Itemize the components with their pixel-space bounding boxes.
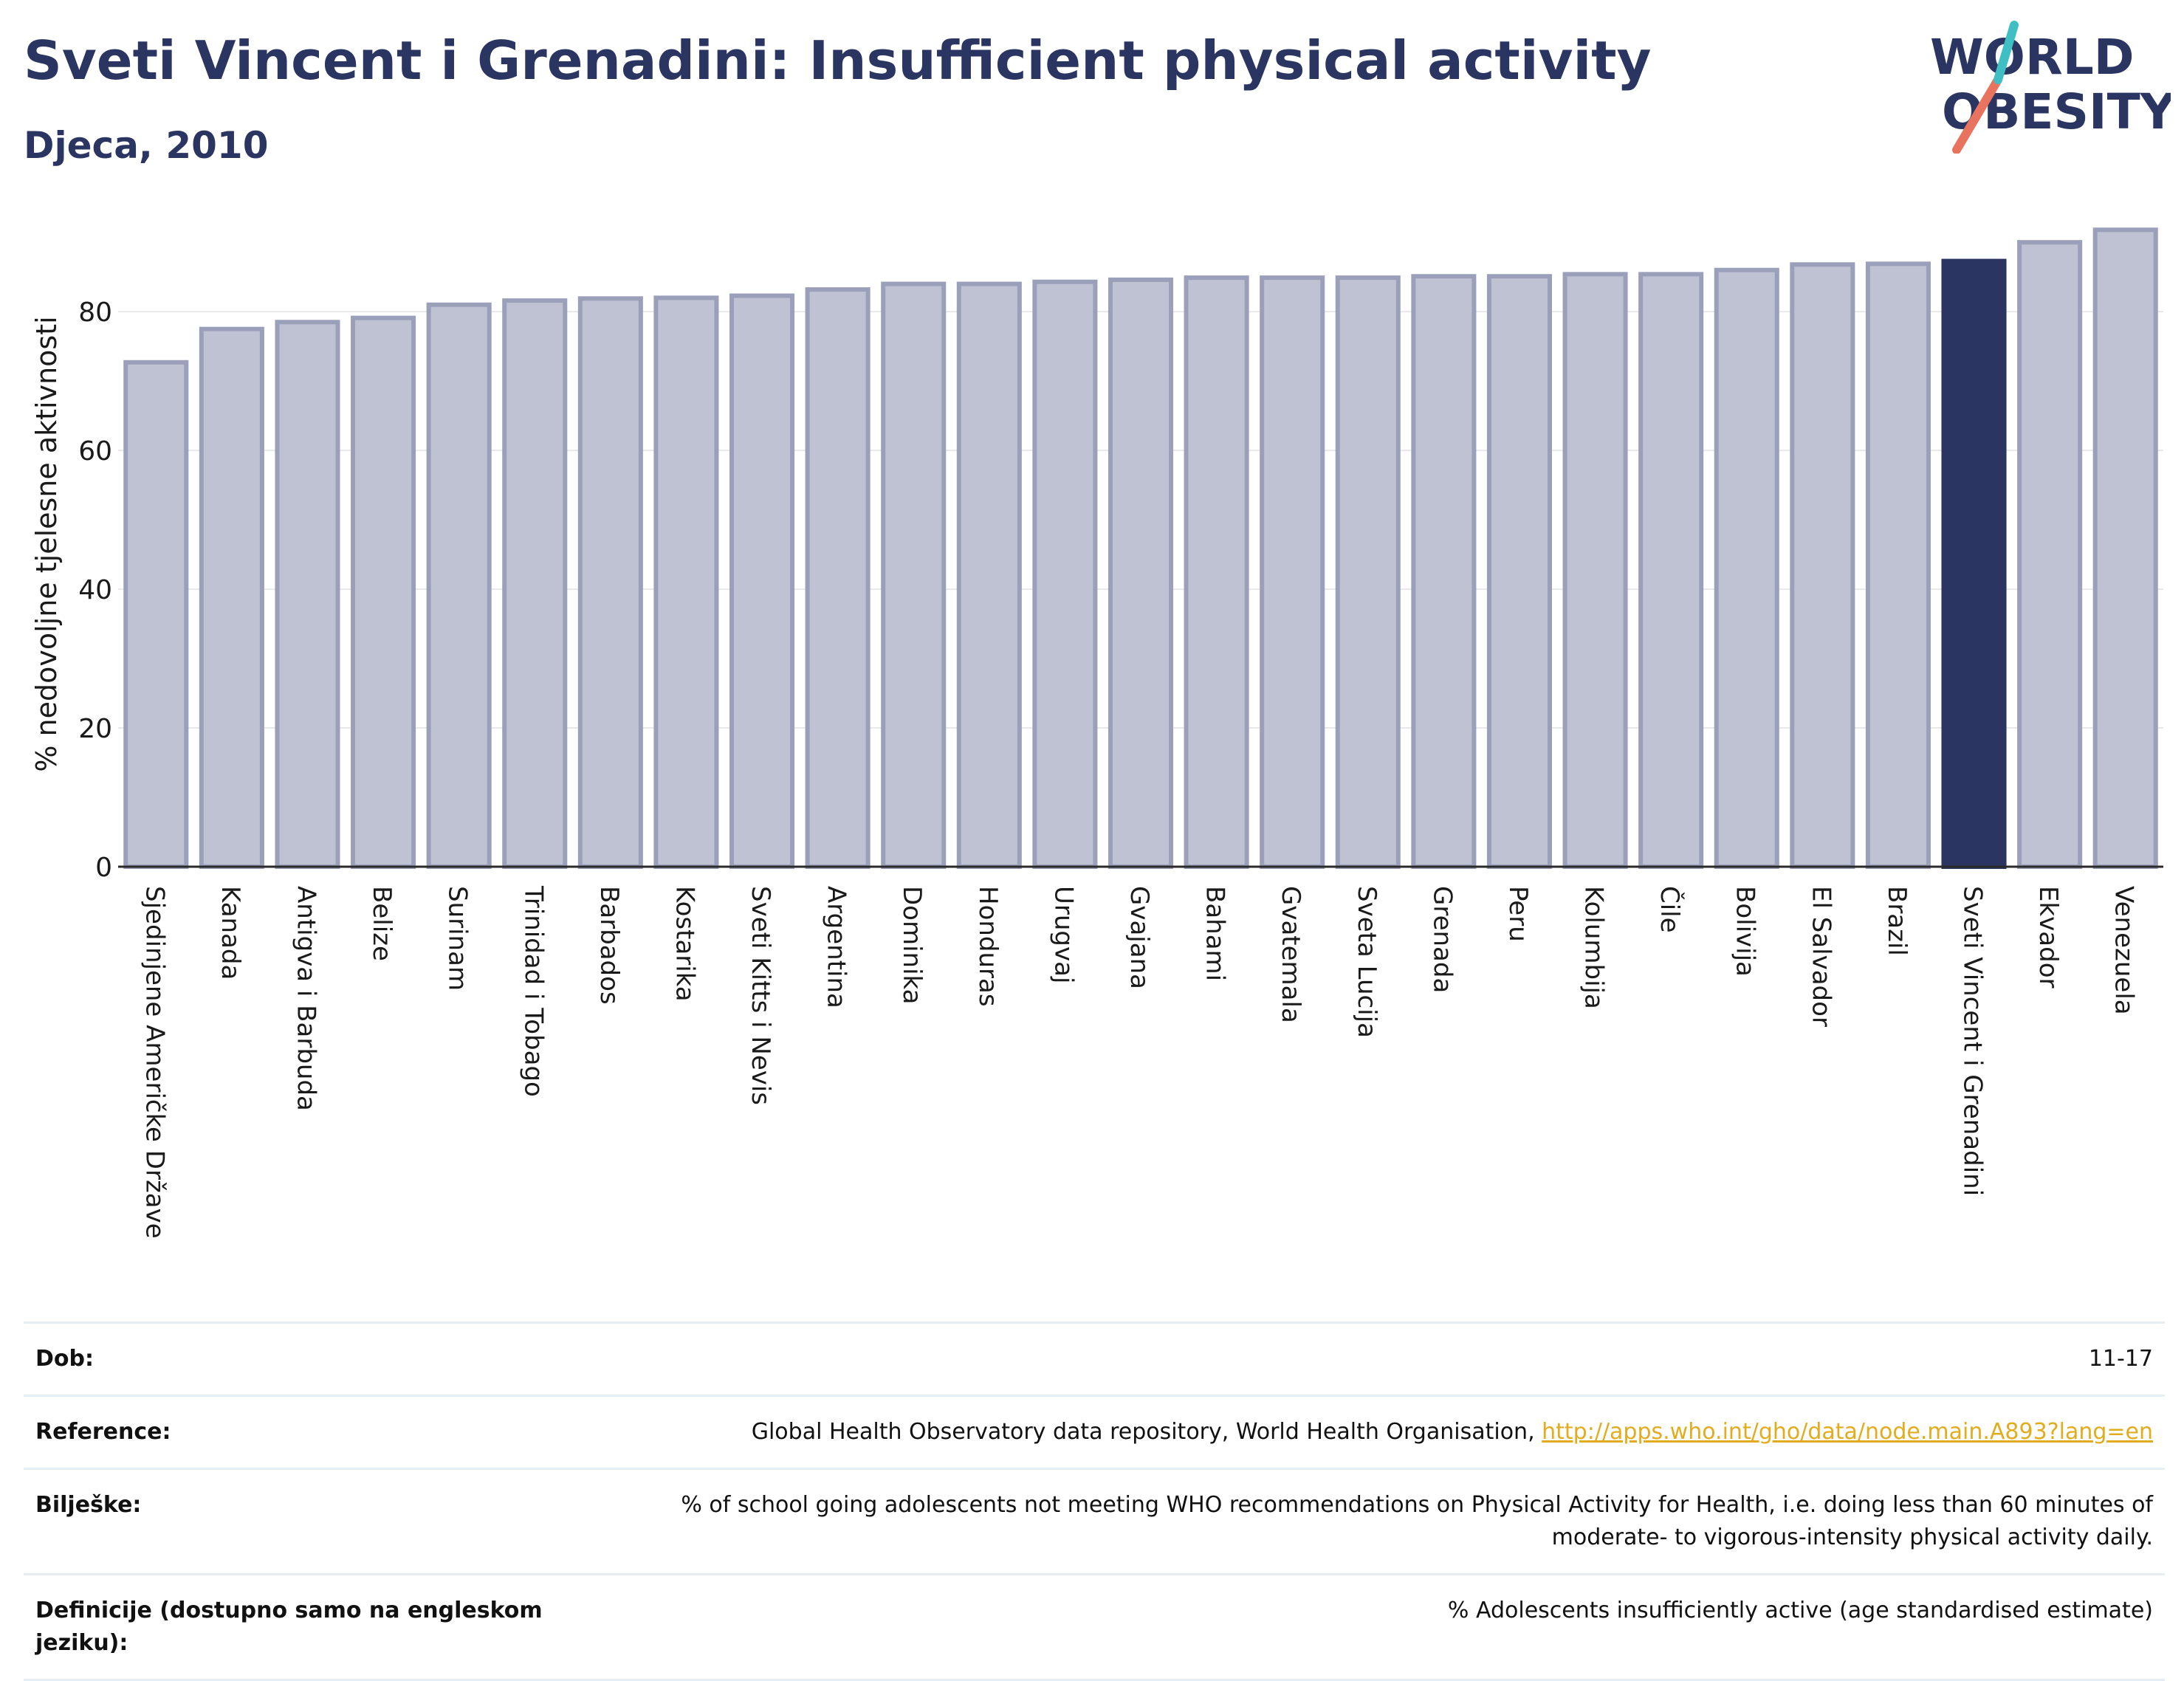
bar bbox=[275, 320, 340, 870]
bar bbox=[2092, 227, 2158, 869]
bar bbox=[1184, 275, 1249, 870]
y-tick-labels: 0 20 40 60 80 bbox=[78, 298, 112, 883]
x-tick-label: Belize bbox=[367, 886, 396, 961]
x-tick-label: Surinam bbox=[443, 886, 473, 991]
info-value: % Adolescents insufficiently active (age… bbox=[608, 1575, 2165, 1680]
reference-link[interactable]: http://apps.who.int/gho/data/node.main.A… bbox=[1542, 1419, 2153, 1445]
info-row: Bilješke: % of school going adolescents n… bbox=[24, 1468, 2165, 1575]
info-value-text: Global Health Observatory data repositor… bbox=[751, 1419, 1542, 1445]
bar bbox=[1714, 267, 1779, 869]
y-tick-label: 80 bbox=[78, 298, 112, 328]
logo-word-world: WORLD bbox=[1930, 29, 2135, 86]
info-value: 11-17 bbox=[608, 1323, 2165, 1396]
x-tick-label: Urugvaj bbox=[1048, 886, 1078, 983]
bar bbox=[805, 287, 870, 869]
x-tick-label: Bahami bbox=[1201, 886, 1230, 981]
info-row: Dob: 11-17 bbox=[24, 1322, 2165, 1396]
bar bbox=[1108, 277, 1174, 869]
y-tick-label: 0 bbox=[95, 853, 112, 883]
bar bbox=[1638, 272, 1704, 869]
x-tick-label: Dominika bbox=[897, 886, 927, 1004]
info-value-text: % Adolescents insufficiently active (age… bbox=[1447, 1598, 2153, 1623]
x-tick-label: Čile bbox=[1655, 886, 1685, 933]
x-tick-label: El Salvador bbox=[1806, 886, 1836, 1027]
chart-title: Sveti Vincent i Grenadini: Insufficient … bbox=[24, 30, 1652, 92]
x-tick-label: Brazil bbox=[1882, 886, 1912, 956]
y-tick-label: 60 bbox=[78, 436, 112, 467]
info-value: Global Health Observatory data repositor… bbox=[608, 1396, 2165, 1469]
bar bbox=[1865, 261, 1931, 869]
bar bbox=[2017, 240, 2083, 869]
info-label: Dob: bbox=[35, 1346, 94, 1372]
x-tick-labels: Sjedinjene Američke Države Kanada Antigva … bbox=[140, 885, 2138, 1239]
world-obesity-logo: WORLD OBESITY bbox=[1930, 21, 2171, 154]
x-tick-label: Honduras bbox=[973, 886, 1003, 1007]
x-tick-label: Sveti Vincent i Grenadini bbox=[1958, 886, 1988, 1196]
bar bbox=[351, 315, 416, 869]
bar bbox=[653, 295, 719, 869]
x-tick-label: Grenada bbox=[1427, 886, 1457, 993]
x-tick-label: Sveta Lucija bbox=[1352, 886, 1381, 1038]
logo-slash-teal bbox=[1994, 21, 2019, 84]
bar bbox=[199, 326, 264, 869]
bar bbox=[1941, 258, 2007, 869]
bar bbox=[577, 296, 643, 870]
bar bbox=[1260, 275, 1325, 870]
info-value: % of school going adolescents not meetin… bbox=[608, 1469, 2165, 1575]
x-tick-label: Kolumbija bbox=[1579, 886, 1609, 1009]
bar bbox=[502, 298, 568, 869]
x-tick-label: Ekvador bbox=[2033, 886, 2063, 989]
x-tick-label: Antigva i Barbuda bbox=[291, 886, 320, 1111]
x-tick-label: Barbados bbox=[594, 886, 624, 1005]
bar-chart: 0 20 40 60 80 Sjedinjene Američke Države Kana… bbox=[30, 227, 2163, 1239]
info-value-text: 11-17 bbox=[2088, 1346, 2153, 1372]
info-row: Reference: Global Health Observatory data… bbox=[24, 1395, 2165, 1469]
info-row: Definicije (dostupno samo na engleskom j… bbox=[24, 1574, 2165, 1680]
bar bbox=[1486, 274, 1552, 870]
x-tick-label: Kostarika bbox=[670, 886, 699, 1002]
logo-slash-red bbox=[1952, 75, 2002, 154]
info-value-text: % of school going adolescents not meetin… bbox=[681, 1492, 2153, 1550]
x-tick-label: Sveti Kitts i Nevis bbox=[746, 886, 775, 1105]
y-tick-label: 20 bbox=[78, 714, 112, 744]
info-label: Bilješke: bbox=[35, 1492, 142, 1518]
x-tick-label: Gvatemala bbox=[1276, 886, 1305, 1023]
bar bbox=[956, 281, 1022, 870]
bar bbox=[123, 360, 189, 869]
bar bbox=[1411, 274, 1477, 870]
bars bbox=[123, 227, 2158, 870]
x-tick-label: Trinidad i Tobago bbox=[518, 885, 548, 1097]
bar bbox=[1562, 272, 1628, 869]
x-tick-label: Sjedinjene Američke Države bbox=[140, 886, 169, 1239]
y-tick-label: 40 bbox=[78, 575, 112, 605]
info-label: Reference: bbox=[35, 1419, 171, 1445]
bar bbox=[1790, 262, 1855, 869]
x-tick-label: Bolivija bbox=[1731, 886, 1760, 977]
bar bbox=[729, 293, 795, 869]
x-tick-label: Gvajana bbox=[1124, 886, 1154, 989]
x-tick-label: Venezuela bbox=[2109, 886, 2139, 1015]
bar bbox=[1335, 275, 1401, 870]
chart-subtitle: Djeca, 2010 bbox=[24, 124, 269, 167]
y-axis-label: % nedovoljne tjelesne aktivnosti bbox=[30, 316, 63, 771]
bar bbox=[426, 302, 492, 870]
bar bbox=[1032, 279, 1098, 869]
x-tick-label: Kanada bbox=[216, 886, 245, 980]
info-label: Definicije (dostupno samo na engleskom j… bbox=[35, 1598, 543, 1656]
x-tick-label: Peru bbox=[1503, 886, 1533, 942]
x-tick-label: Argentina bbox=[822, 886, 851, 1008]
bar bbox=[881, 281, 947, 870]
info-table: Dob: 11-17 Reference: Global Health Observa… bbox=[24, 1321, 2165, 1681]
